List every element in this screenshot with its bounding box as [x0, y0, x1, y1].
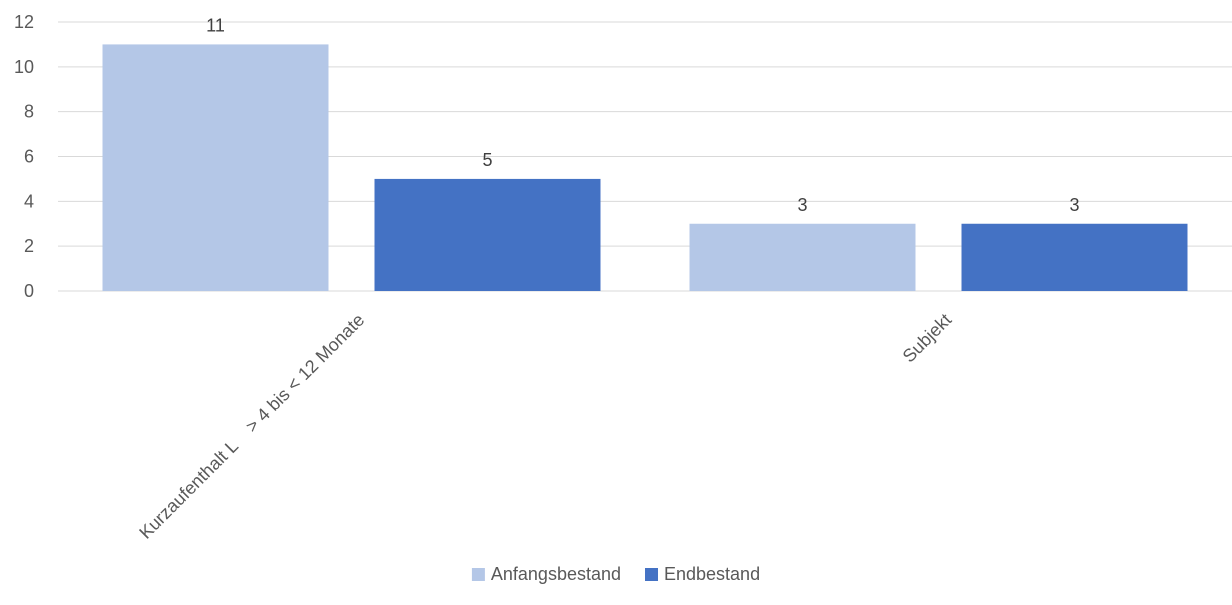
data-label: 3 — [1069, 195, 1079, 215]
bar — [961, 223, 1188, 291]
y-tick-label: 4 — [24, 191, 34, 211]
bar — [374, 178, 601, 291]
category-label: Subjekt — [899, 310, 956, 367]
data-label: 11 — [206, 15, 225, 35]
category-label: Kurzaufenthalt L > 4 bis < 12 Monate — [135, 310, 368, 543]
legend: Anfangsbestand Endbestand — [471, 564, 760, 584]
data-label: 3 — [797, 195, 807, 215]
legend-swatch — [471, 568, 485, 581]
data-label: 5 — [482, 150, 492, 170]
bars — [102, 44, 1188, 291]
y-tick-label: 10 — [14, 57, 34, 77]
legend-swatch — [645, 568, 659, 581]
y-tick-label: 8 — [24, 102, 34, 122]
y-axis-tick-labels: 0 2 4 6 8 10 12 — [14, 12, 34, 301]
bar — [689, 223, 916, 291]
y-tick-label: 12 — [14, 12, 34, 32]
y-tick-label: 2 — [24, 236, 34, 256]
y-tick-label: 0 — [24, 281, 34, 301]
data-labels: 11 5 3 3 — [206, 15, 1079, 214]
bar — [102, 44, 329, 291]
legend-label: Endbestand — [664, 564, 760, 584]
y-tick-label: 6 — [24, 147, 34, 167]
category-labels: Kurzaufenthalt L > 4 bis < 12 Monate Subj… — [135, 310, 955, 543]
legend-label: Anfangsbestand — [491, 564, 621, 584]
